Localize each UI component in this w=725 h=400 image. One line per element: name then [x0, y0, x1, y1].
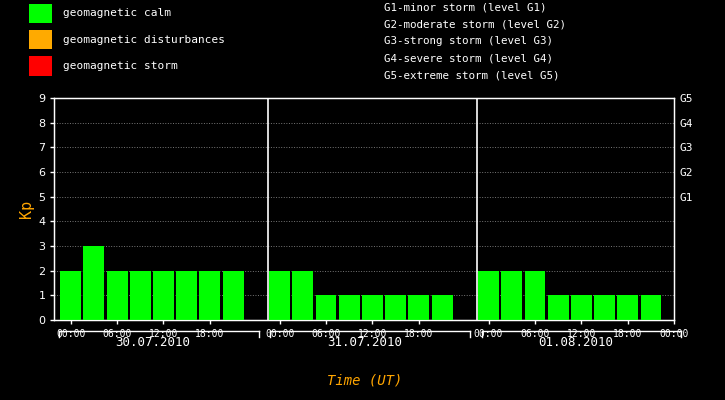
Bar — [594, 295, 615, 320]
Bar — [223, 271, 244, 320]
Text: G2-moderate storm (level G2): G2-moderate storm (level G2) — [384, 19, 566, 29]
Bar — [60, 271, 81, 320]
Text: geomagnetic disturbances: geomagnetic disturbances — [63, 35, 225, 45]
Bar — [153, 271, 174, 320]
Bar — [641, 295, 661, 320]
Text: geomagnetic calm: geomagnetic calm — [63, 8, 171, 18]
Bar — [83, 246, 104, 320]
Bar — [547, 295, 568, 320]
Text: geomagnetic storm: geomagnetic storm — [63, 61, 178, 71]
Bar — [199, 271, 220, 320]
Text: Time (UT): Time (UT) — [327, 373, 402, 387]
Text: G5-extreme storm (level G5): G5-extreme storm (level G5) — [384, 71, 560, 81]
FancyBboxPatch shape — [29, 4, 52, 23]
Bar — [292, 271, 313, 320]
Text: G4-severe storm (level G4): G4-severe storm (level G4) — [384, 54, 553, 64]
Bar — [618, 295, 638, 320]
Bar — [524, 271, 545, 320]
Bar — [478, 271, 499, 320]
Bar — [385, 295, 406, 320]
Text: G3-strong storm (level G3): G3-strong storm (level G3) — [384, 36, 553, 46]
Bar — [339, 295, 360, 320]
FancyBboxPatch shape — [29, 30, 52, 49]
Bar — [176, 271, 197, 320]
Text: G1-minor storm (level G1): G1-minor storm (level G1) — [384, 2, 547, 12]
Bar — [315, 295, 336, 320]
Bar — [431, 295, 452, 320]
FancyBboxPatch shape — [29, 56, 52, 76]
Text: 31.07.2010: 31.07.2010 — [327, 336, 402, 349]
Bar — [269, 271, 290, 320]
Text: 30.07.2010: 30.07.2010 — [115, 336, 191, 349]
Bar — [107, 271, 128, 320]
Bar — [571, 295, 592, 320]
Bar — [130, 271, 151, 320]
Bar — [362, 295, 383, 320]
Text: 01.08.2010: 01.08.2010 — [538, 336, 613, 349]
Bar — [408, 295, 429, 320]
Y-axis label: Kp: Kp — [19, 200, 34, 218]
Bar — [501, 271, 522, 320]
